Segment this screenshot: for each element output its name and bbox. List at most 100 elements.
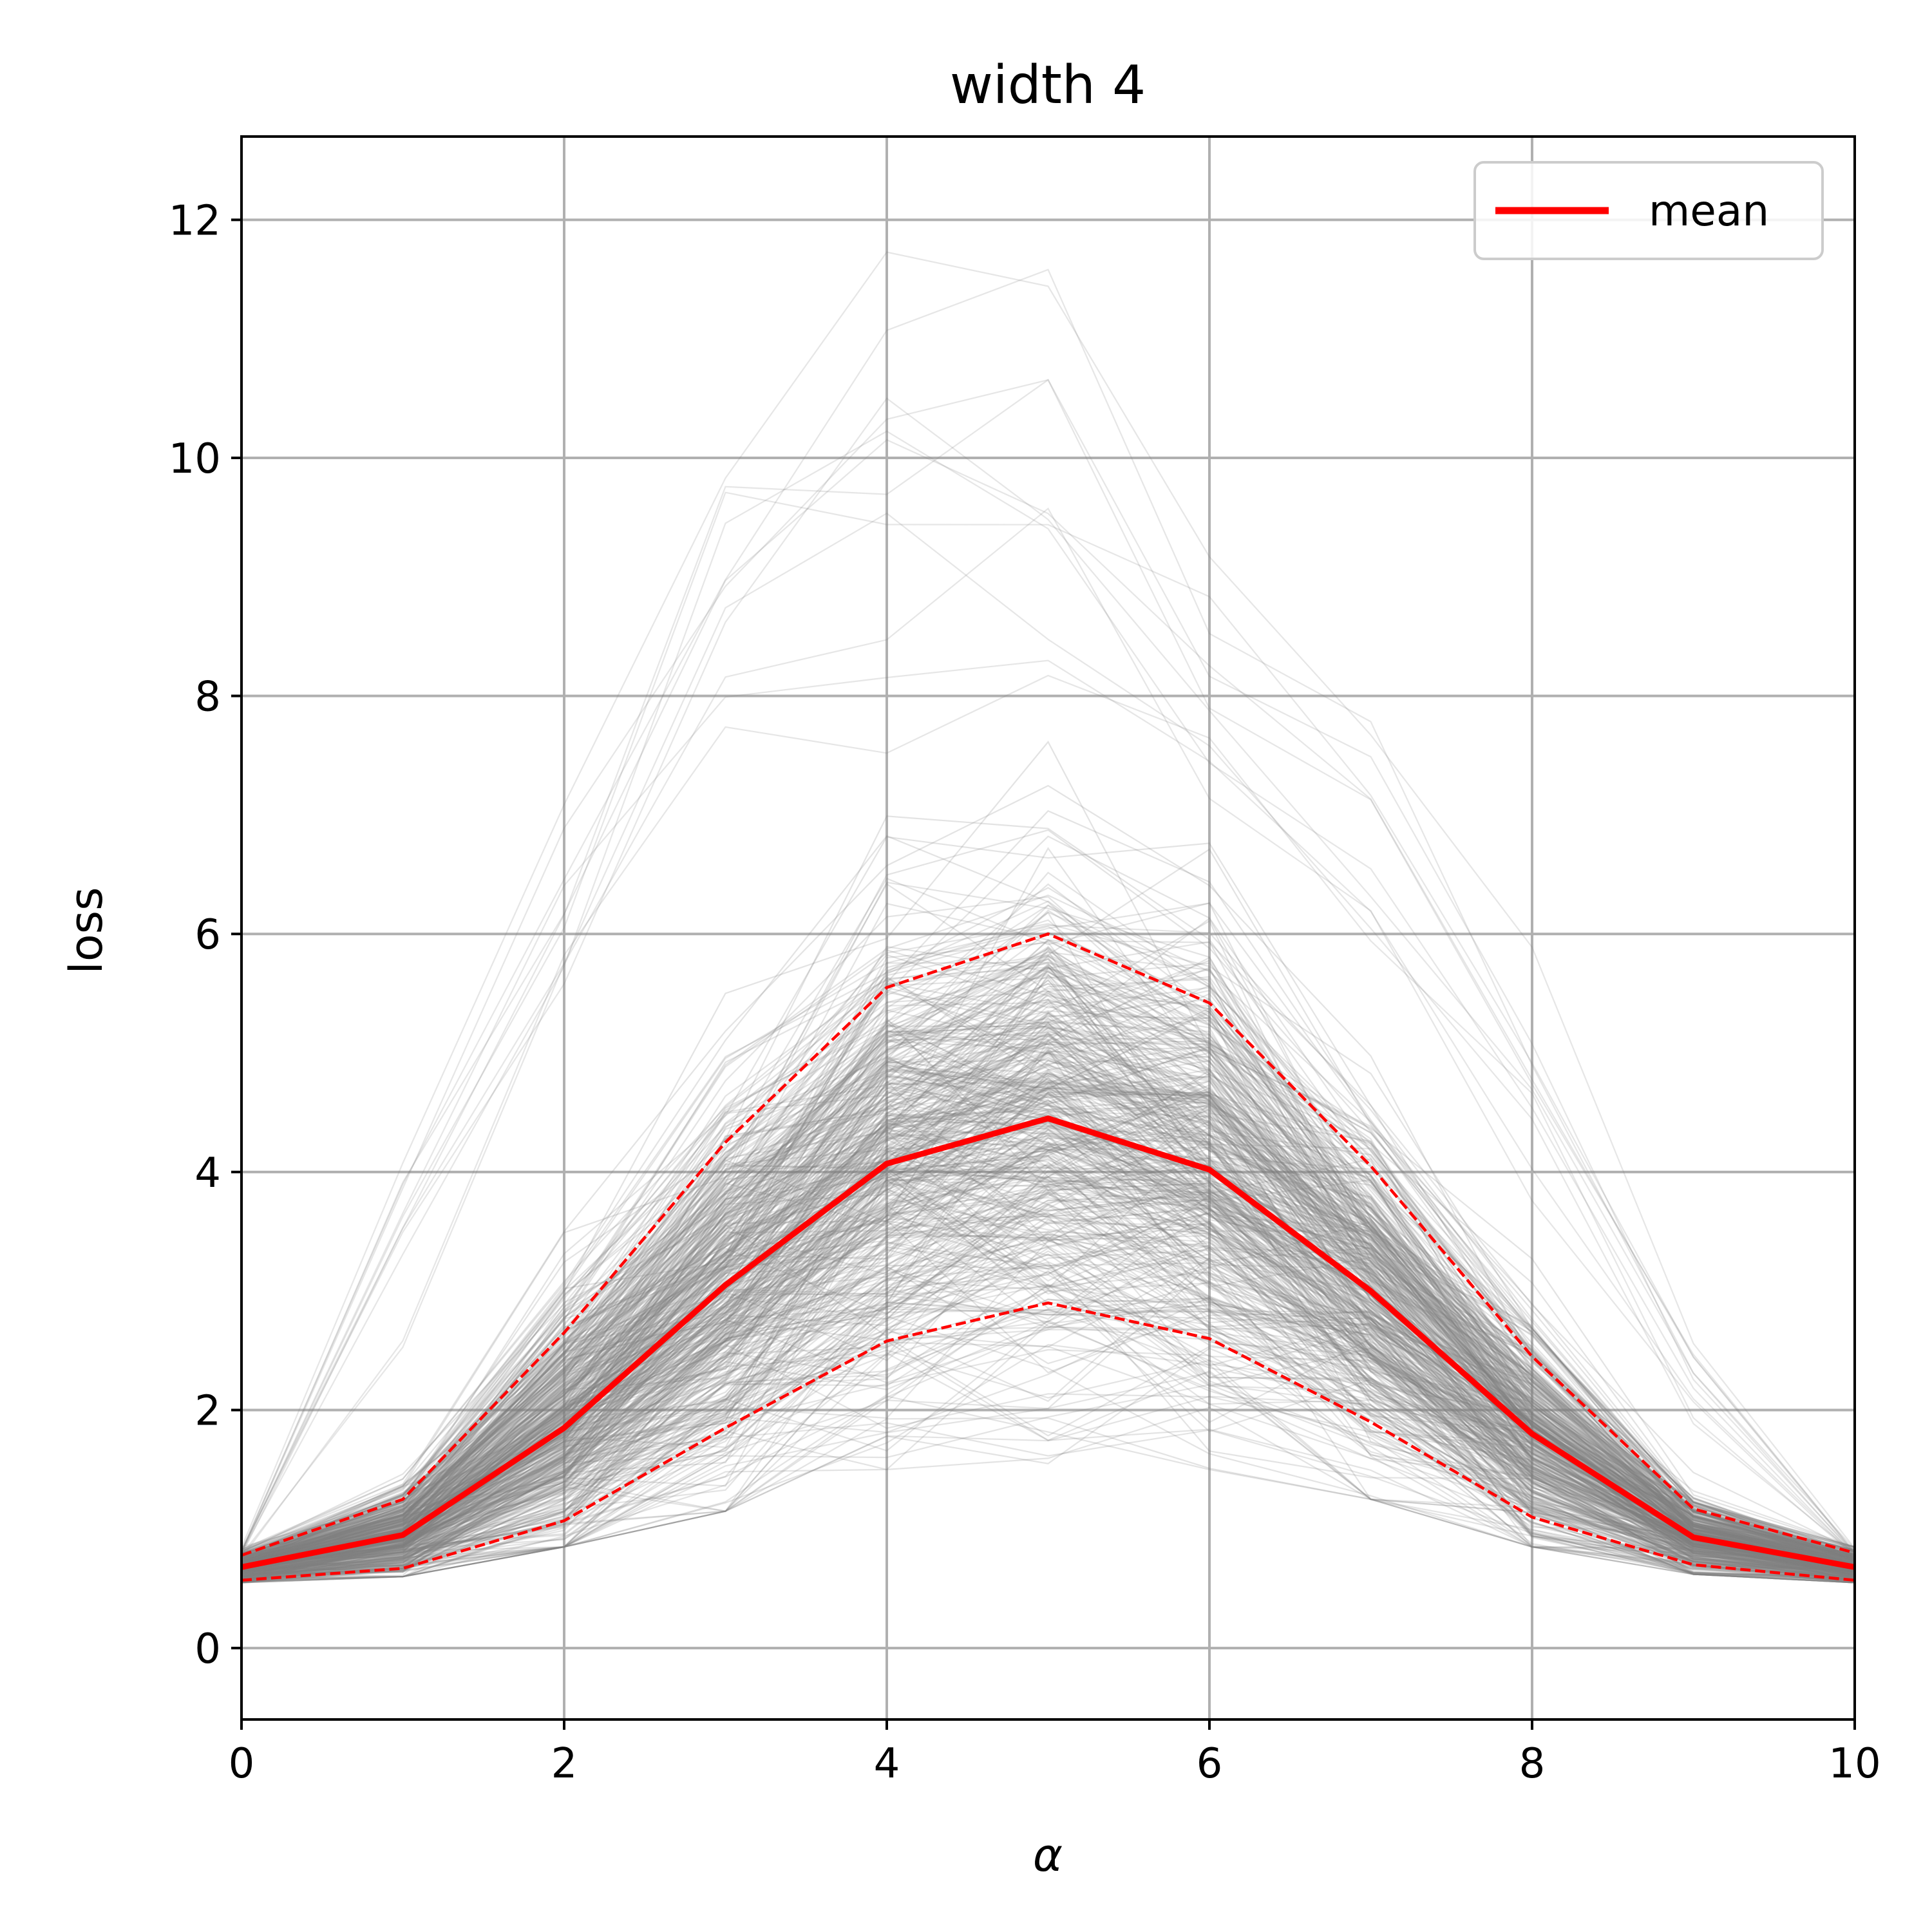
background-run-line <box>241 1100 1855 1579</box>
background-run-line <box>241 1070 1855 1578</box>
background-run-line <box>241 1086 1855 1564</box>
background-run-line <box>241 965 1855 1566</box>
background-run-line <box>241 895 1855 1559</box>
background-run-line <box>241 1383 1855 1584</box>
background-run-line <box>241 1125 1855 1575</box>
background-run-line <box>241 1112 1855 1576</box>
background-run-line <box>241 945 1855 1558</box>
background-run-line <box>241 1110 1855 1576</box>
background-run-line <box>241 1128 1855 1578</box>
y-tick-label: 12 <box>169 197 221 245</box>
background-run-line <box>241 1203 1855 1582</box>
background-run-line <box>241 1091 1855 1571</box>
background-run-line <box>241 1086 1855 1575</box>
background-run-line <box>241 1021 1855 1570</box>
background-run-line <box>241 931 1855 1557</box>
background-run-line <box>241 1371 1855 1584</box>
background-run-line <box>241 1200 1855 1575</box>
background-run-line <box>241 985 1855 1562</box>
background-run-line <box>241 1094 1855 1567</box>
background-run-line <box>241 900 1855 1560</box>
background-run-line <box>241 1298 1855 1582</box>
background-run-line <box>241 998 1855 1567</box>
background-run-line <box>241 1017 1855 1578</box>
background-run-line <box>240 439 1855 1553</box>
background-run-line <box>241 1055 1855 1562</box>
background-run-line <box>241 1146 1855 1578</box>
background-run-line <box>241 1305 1855 1584</box>
upper-dashed-line <box>241 932 1855 1557</box>
background-run-line <box>241 1298 1855 1582</box>
background-run-line <box>241 1104 1855 1571</box>
background-run-line <box>241 1086 1855 1568</box>
background-run-line <box>241 1326 1855 1584</box>
lower-dashed-line <box>241 1301 1855 1582</box>
background-run-line <box>241 1164 1855 1569</box>
background-run-line <box>241 1301 1855 1580</box>
background-run-line <box>241 951 1855 1556</box>
background-run-line <box>241 1075 1855 1567</box>
background-run-line <box>241 974 1855 1567</box>
background-run-line <box>241 962 1855 1553</box>
background-run-line <box>241 954 1855 1559</box>
background-run-line <box>241 1020 1855 1559</box>
background-run-line <box>241 1193 1855 1582</box>
background-run-line <box>241 1009 1855 1557</box>
background-run-line <box>241 1265 1855 1578</box>
background-run-line <box>241 1352 1855 1582</box>
background-run-line <box>241 1303 1855 1582</box>
background-run-line <box>241 1241 1855 1582</box>
background-run-line <box>241 1258 1855 1581</box>
background-run-line <box>241 956 1855 1559</box>
y-axis-label: loss <box>60 887 113 974</box>
background-run-line <box>241 883 1855 1559</box>
background-run-line <box>241 1206 1855 1578</box>
background-run-line <box>241 992 1855 1567</box>
background-run-line <box>241 1187 1855 1584</box>
background-run-line <box>241 1065 1855 1571</box>
background-run-line <box>241 1041 1855 1563</box>
background-run-line <box>241 954 1855 1564</box>
background-run-line <box>241 976 1855 1567</box>
background-run-line <box>241 979 1855 1558</box>
background-run-line <box>241 1233 1855 1580</box>
background-run-line <box>241 1185 1855 1573</box>
background-run-line <box>241 1169 1855 1573</box>
background-run-line <box>241 958 1855 1566</box>
background-run-line <box>241 1177 1855 1577</box>
x-tick-label: 10 <box>1828 1740 1880 1788</box>
background-run-line <box>241 1086 1855 1567</box>
background-run-line <box>241 1164 1855 1576</box>
background-run-line <box>241 1021 1855 1567</box>
background-run-line <box>241 1081 1855 1572</box>
background-run-line <box>241 941 1855 1555</box>
background-run-line <box>241 1127 1855 1572</box>
background-run-line <box>241 883 1855 1558</box>
background-run-line <box>241 1019 1855 1562</box>
background-run-line <box>241 1113 1855 1578</box>
background-run-line <box>241 969 1855 1564</box>
background-run-line <box>241 1033 1855 1567</box>
background-run-line <box>241 976 1855 1567</box>
background-run-line <box>241 1247 1855 1580</box>
background-run-line <box>241 784 1855 1551</box>
background-run-line <box>241 815 1855 1553</box>
background-run-line <box>241 1030 1855 1569</box>
background-run-line <box>241 967 1855 1562</box>
background-run-line <box>241 1130 1855 1573</box>
background-run-line <box>241 1222 1855 1581</box>
x-axis-label: α <box>1033 1829 1063 1882</box>
background-run-line <box>241 1060 1855 1561</box>
background-run-line <box>241 1060 1855 1564</box>
background-run-line <box>241 994 1855 1566</box>
background-run-line <box>241 1133 1855 1582</box>
background-run-line <box>241 1018 1855 1561</box>
background-run-line <box>241 1093 1855 1573</box>
background-run-line <box>241 967 1855 1563</box>
background-run-line <box>241 1039 1855 1559</box>
background-run-line <box>241 1349 1855 1582</box>
background-run-line <box>241 902 1855 1562</box>
background-run-line <box>241 1182 1855 1572</box>
background-run-line <box>241 1040 1855 1562</box>
